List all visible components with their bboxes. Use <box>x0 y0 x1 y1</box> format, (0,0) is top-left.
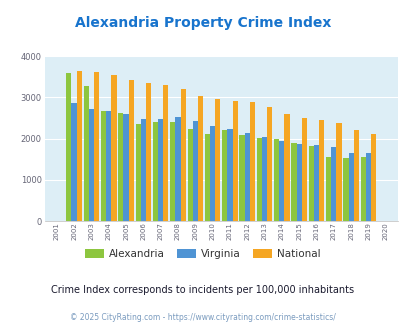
Bar <box>175 117 180 221</box>
Bar <box>296 144 301 221</box>
Bar <box>370 134 375 221</box>
Bar <box>145 83 151 221</box>
Bar <box>232 101 237 221</box>
Bar <box>347 153 353 221</box>
Bar <box>273 139 279 221</box>
Bar <box>204 134 209 221</box>
Bar <box>123 114 128 221</box>
Bar <box>318 119 324 221</box>
Bar <box>209 126 215 221</box>
Bar <box>197 96 202 221</box>
Bar <box>222 129 227 221</box>
Bar <box>106 111 111 221</box>
Bar <box>244 133 249 221</box>
Bar <box>89 109 94 221</box>
Bar <box>158 119 163 221</box>
Bar <box>227 129 232 221</box>
Bar <box>279 141 284 221</box>
Bar <box>313 145 318 221</box>
Bar <box>336 123 341 221</box>
Bar <box>141 119 145 221</box>
Bar <box>187 129 192 221</box>
Bar <box>239 135 244 221</box>
Bar <box>118 113 123 221</box>
Bar <box>301 118 306 221</box>
Bar <box>256 138 261 221</box>
Legend: Alexandria, Virginia, National: Alexandria, Virginia, National <box>85 249 320 259</box>
Bar <box>153 122 158 221</box>
Bar <box>66 73 71 221</box>
Bar <box>308 147 313 221</box>
Bar <box>83 86 89 221</box>
Bar <box>94 72 99 221</box>
Bar <box>111 76 116 221</box>
Text: Crime Index corresponds to incidents per 100,000 inhabitants: Crime Index corresponds to incidents per… <box>51 285 354 295</box>
Bar <box>365 153 370 221</box>
Bar <box>128 80 134 221</box>
Bar <box>266 107 272 221</box>
Bar <box>360 157 365 221</box>
Bar <box>163 85 168 221</box>
Text: Alexandria Property Crime Index: Alexandria Property Crime Index <box>75 16 330 30</box>
Bar <box>135 124 141 221</box>
Bar <box>291 143 296 221</box>
Bar <box>180 89 185 221</box>
Bar <box>343 158 347 221</box>
Bar <box>249 102 254 221</box>
Bar <box>353 130 358 221</box>
Bar <box>192 121 197 221</box>
Bar <box>101 111 106 221</box>
Bar <box>284 114 289 221</box>
Bar <box>215 99 220 221</box>
Bar <box>325 157 330 221</box>
Bar <box>261 137 266 221</box>
Bar <box>77 71 82 221</box>
Bar <box>170 122 175 221</box>
Bar <box>71 103 77 221</box>
Text: © 2025 CityRating.com - https://www.cityrating.com/crime-statistics/: © 2025 CityRating.com - https://www.city… <box>70 313 335 322</box>
Bar <box>330 147 336 221</box>
